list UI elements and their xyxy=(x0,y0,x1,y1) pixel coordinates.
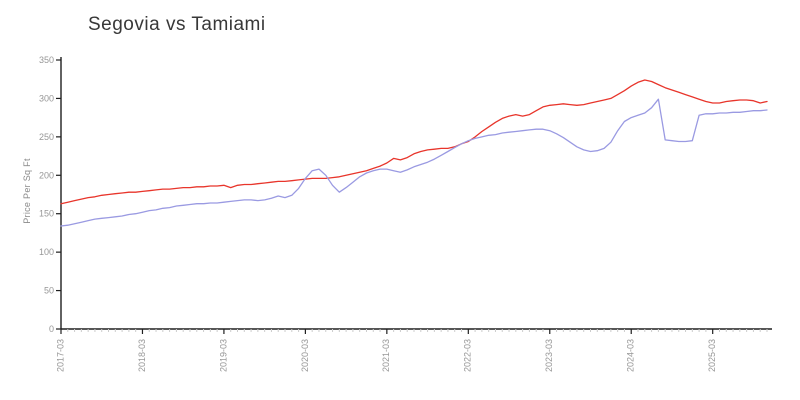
x-tick-label: 2019-03 xyxy=(218,339,228,372)
x-tick-label: 2022-03 xyxy=(463,339,473,372)
y-tick-label: 100 xyxy=(39,247,54,257)
y-tick-label: 300 xyxy=(39,93,54,103)
x-tick-label: 2018-03 xyxy=(137,339,147,372)
y-tick-label: 0 xyxy=(49,324,54,334)
series-line-segovia xyxy=(60,79,768,205)
y-tick-label: 350 xyxy=(39,55,54,65)
series-line-tamiami xyxy=(60,98,768,227)
x-tick-label: 2024-03 xyxy=(626,339,636,372)
y-tick-label: 150 xyxy=(39,209,54,219)
x-tick-label: 2020-03 xyxy=(300,339,310,372)
chart-title: Segovia vs Tamiami xyxy=(88,14,266,35)
x-tick-label: 2023-03 xyxy=(544,339,554,372)
x-tick-label: 2021-03 xyxy=(381,339,391,372)
y-tick-label: 250 xyxy=(39,132,54,142)
y-tick-label: 50 xyxy=(44,286,54,296)
y-tick-label: 200 xyxy=(39,170,54,180)
y-axis-label: Price Per Sq Ft xyxy=(22,158,32,224)
x-tick-label: 2025-03 xyxy=(707,339,717,372)
x-tick-label: 2017-03 xyxy=(55,339,65,372)
